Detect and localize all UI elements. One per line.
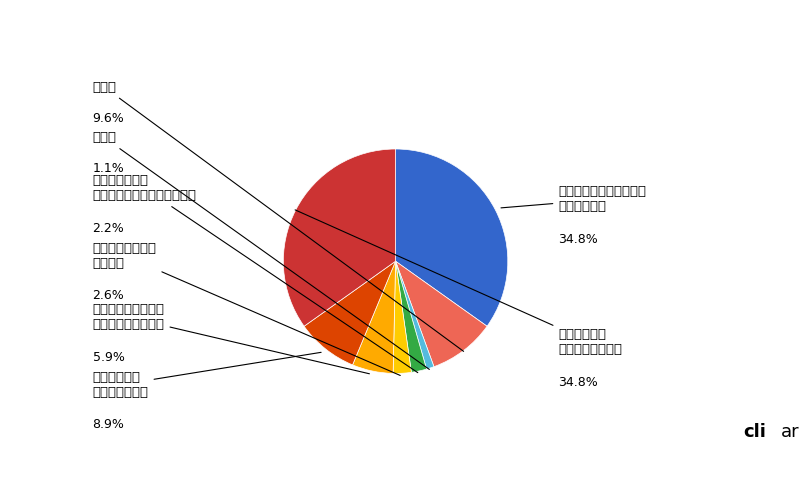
Text: 好みの外装が
輸入車だったから: 好みの外装が 輸入車だったから [295,210,622,356]
Text: ステータスが
欲しかったから: ステータスが 欲しかったから [93,352,321,399]
Text: 2.6%: 2.6% [93,290,124,302]
Wedge shape [395,261,434,369]
Text: 1.1%: 1.1% [93,162,124,175]
Text: 34.8%: 34.8% [558,376,598,388]
Wedge shape [283,149,395,326]
Text: 買って良かったと
思わない: 買って良かったと 思わない [93,242,400,376]
Text: 内装が輸入車の方が
かっこよかったから: 内装が輸入車の方が かっこよかったから [93,304,370,374]
Wedge shape [395,149,508,326]
Text: 2.2%: 2.2% [93,222,124,235]
Text: 8.9%: 8.9% [93,418,125,432]
Text: ar: ar [781,423,799,441]
Text: 走り心地が輸入車の方が
良かったから: 走り心地が輸入車の方が 良かったから [501,186,646,214]
Wedge shape [304,261,395,365]
Text: cli: cli [743,423,766,441]
Text: ドアの開閉音が
輸入車の方が好みだったから: ドアの開閉音が 輸入車の方が好みだったから [93,174,418,372]
Text: 5.9%: 5.9% [93,351,125,364]
Text: 9.6%: 9.6% [93,112,124,125]
Wedge shape [393,261,411,374]
Wedge shape [395,261,426,372]
Text: 34.8%: 34.8% [558,233,598,246]
Wedge shape [395,261,487,366]
Wedge shape [353,261,395,374]
Text: その他: その他 [93,81,464,351]
Text: 安全性: 安全性 [93,132,430,370]
